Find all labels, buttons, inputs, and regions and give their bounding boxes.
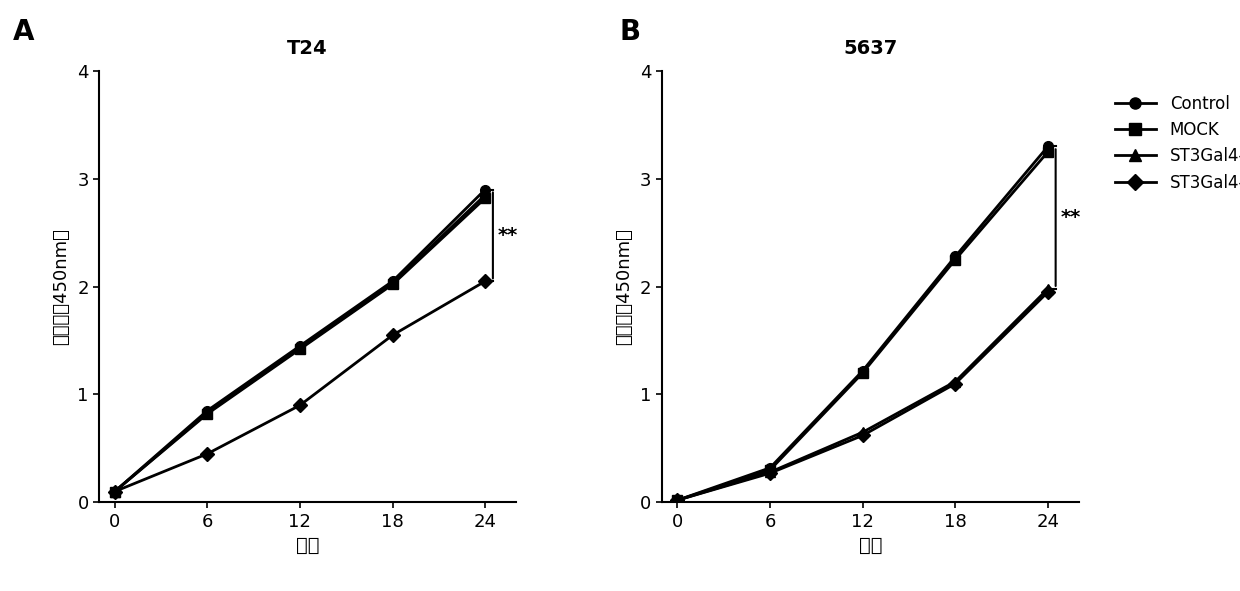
Legend: Control, MOCK, ST3Gal4-1, ST3Gal4-2: Control, MOCK, ST3Gal4-1, ST3Gal4-2: [1109, 88, 1240, 198]
Text: A: A: [12, 18, 33, 46]
Text: **: **: [1060, 208, 1080, 227]
Title: T24: T24: [288, 39, 327, 59]
X-axis label: 小时: 小时: [296, 536, 320, 556]
Text: B: B: [620, 18, 641, 46]
Title: 5637: 5637: [843, 39, 898, 59]
Y-axis label: 吸光度（450nm）: 吸光度（450nm）: [52, 228, 71, 345]
Text: **: **: [497, 226, 518, 245]
X-axis label: 小时: 小时: [858, 536, 882, 556]
Y-axis label: 吸光度（450nm）: 吸光度（450nm）: [615, 228, 634, 345]
